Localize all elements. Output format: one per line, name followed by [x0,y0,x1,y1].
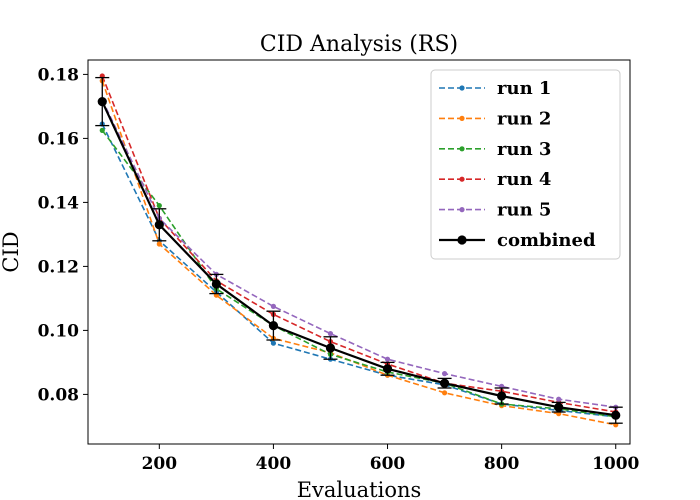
data-point-3-1 [99,127,105,133]
legend-label-1: run 1 [497,78,551,99]
data-point-6-10 [611,410,621,420]
data-point-5-4 [270,303,277,309]
data-point-1-4 [270,340,277,346]
data-point-3-2 [156,203,162,209]
y-tick-label: 0.10 [38,321,80,341]
data-point-6-4 [268,321,279,331]
data-point-5-6 [384,356,391,362]
legend: run 1 run 2 run 3 run 4 run 5 combined [430,69,621,260]
x-tick-label: 600 [370,454,406,474]
data-point-2-2 [156,241,162,247]
y-tick-label: 0.08 [38,385,79,405]
series-line-4 [101,75,616,413]
data-point-6-2 [154,220,164,230]
data-point-6-5 [325,343,336,353]
x-tick-label: 400 [256,454,292,474]
x-tick-label: 800 [484,454,520,474]
legend-marker-3 [459,146,465,152]
legend-label-3: run 3 [497,139,551,160]
x-tick-label: 200 [142,454,178,474]
y-tick-label: 0.16 [38,129,79,149]
legend-marker-1 [459,85,465,91]
series-line-2 [101,80,616,426]
x-tick-label: 1000 [592,454,639,474]
data-point-6-3 [211,279,221,289]
y-axis-label: CID [0,231,23,272]
data-point-6-8 [497,391,507,401]
legend-label-5: run 5 [497,200,551,221]
y-tick-label: 0.18 [38,65,79,85]
data-point-5-9 [556,396,562,402]
legend-label-6: combined [497,230,596,251]
legend-marker-4 [459,176,465,182]
axis-ticks: 200 400 600 800 1000 0.08 0.10 0.12 0.14 0.16 0.18 [38,65,640,474]
data-point-5-5 [327,331,334,337]
axes-frame [87,59,631,445]
x-axis-label: Evaluations [297,478,422,500]
legend-label-4: run 4 [497,169,551,190]
legend-box [430,69,621,260]
legend-marker-2 [459,115,465,121]
chart-title: CID Analysis (RS) [260,32,458,57]
plot-area [95,73,623,428]
series-line-6 [101,101,616,417]
data-point-2-7 [441,390,448,396]
legend-label-2: run 2 [497,108,551,129]
series-line-5 [101,99,616,408]
legend-marker-5 [459,207,465,213]
data-point-5-7 [441,371,448,377]
series-line-1 [101,123,616,418]
data-point-6-6 [382,364,393,374]
data-point-6-9 [554,402,564,412]
data-point-6-1 [97,97,107,107]
y-tick-label: 0.14 [38,193,80,213]
data-point-6-7 [439,378,450,388]
legend-marker-6 [457,235,467,245]
y-tick-label: 0.12 [38,257,79,277]
